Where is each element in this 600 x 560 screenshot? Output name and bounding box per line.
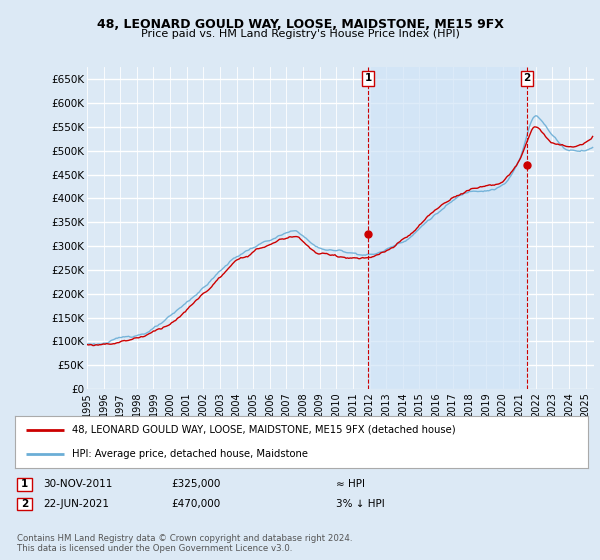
Text: HPI: Average price, detached house, Maidstone: HPI: Average price, detached house, Maid… [73, 449, 308, 459]
Text: 1: 1 [21, 479, 28, 489]
Text: 30-NOV-2011: 30-NOV-2011 [43, 479, 113, 489]
Text: £470,000: £470,000 [171, 499, 220, 509]
Text: 2: 2 [523, 73, 530, 83]
Text: 22-JUN-2021: 22-JUN-2021 [43, 499, 109, 509]
Text: 3% ↓ HPI: 3% ↓ HPI [336, 499, 385, 509]
Bar [368, 67, 527, 389]
Text: ≈ HPI: ≈ HPI [336, 479, 365, 489]
Text: 2: 2 [21, 499, 28, 509]
Text: Price paid vs. HM Land Registry's House Price Index (HPI): Price paid vs. HM Land Registry's House … [140, 29, 460, 39]
Text: 48, LEONARD GOULD WAY, LOOSE, MAIDSTONE, ME15 9FX (detached house): 48, LEONARD GOULD WAY, LOOSE, MAIDSTONE,… [73, 425, 456, 435]
Text: Contains HM Land Registry data © Crown copyright and database right 2024.
This d: Contains HM Land Registry data © Crown c… [17, 534, 352, 553]
Text: 1: 1 [365, 73, 372, 83]
Text: £325,000: £325,000 [171, 479, 220, 489]
Text: 48, LEONARD GOULD WAY, LOOSE, MAIDSTONE, ME15 9FX: 48, LEONARD GOULD WAY, LOOSE, MAIDSTONE,… [97, 18, 503, 31]
